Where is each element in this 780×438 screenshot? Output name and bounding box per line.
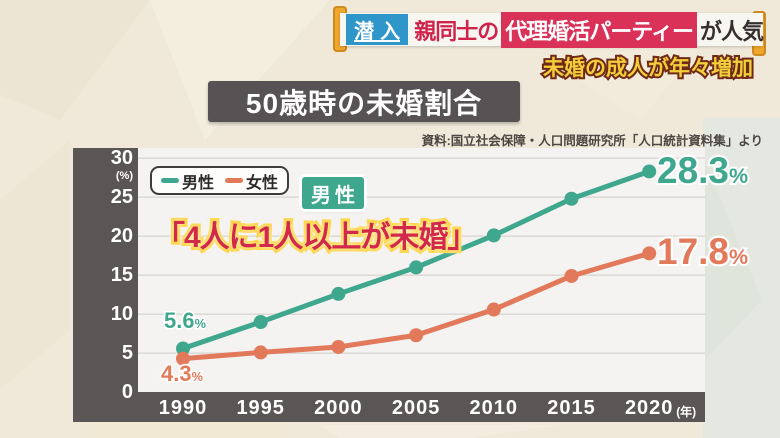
- x-tick-label: 1995: [236, 397, 285, 419]
- y-tick-label: 20: [110, 225, 133, 248]
- x-tick-label: 2020 (年): [624, 397, 697, 419]
- data-point-male: [642, 164, 657, 179]
- legend-dash-male: [161, 178, 179, 183]
- y-tick-label: 30: [110, 147, 133, 170]
- headline-suffix: が人気: [699, 18, 764, 44]
- data-point-female: [253, 345, 268, 360]
- series-line-male: [180, 168, 652, 352]
- x-axis-unit: (年): [676, 405, 697, 419]
- y-axis-band: [73, 148, 138, 422]
- x-tick-label: 2000: [314, 397, 363, 419]
- female-1990-value-label: 4.3%: [160, 360, 205, 388]
- data-point-male: [564, 191, 579, 206]
- x-tick-label: 1990: [158, 397, 208, 419]
- callout-quote: 「4人に1人以上が未婚」: [152, 218, 480, 257]
- percent-sign: %: [727, 243, 750, 271]
- data-point-male: [486, 228, 501, 243]
- data-point-female: [564, 268, 579, 283]
- female-2020-value-label: 17.8%: [655, 229, 750, 274]
- legend-item-male: 男性: [161, 169, 214, 193]
- male-series-badge: 男性: [302, 177, 364, 209]
- male-1990-value-label: 5.6%: [163, 307, 208, 335]
- x-axis-band: [73, 392, 705, 422]
- data-point-female: [486, 302, 501, 317]
- y-tick-label: 5: [121, 342, 133, 365]
- headline-highlight: 代理婚活パーティー: [501, 11, 697, 48]
- data-point-male: [176, 341, 190, 356]
- headline-prefix: 親同士の: [414, 18, 499, 44]
- data-point-male: [331, 286, 346, 301]
- chart-legend: 男性 女性: [150, 166, 290, 195]
- sennyu-tag-label: 潜入: [354, 21, 407, 43]
- data-point-male: [409, 260, 424, 275]
- y-tick-label: 0: [121, 381, 133, 404]
- data-point-female: [176, 351, 190, 366]
- subtitle-ticker: 未婚の成人が年々増加: [541, 55, 755, 82]
- percent-sign: %: [727, 162, 750, 190]
- data-source-credit: 資料:国立社会保障・人口問題研究所「人口統計資料集」より: [421, 134, 763, 148]
- chart-title: 50歳時の未婚割合: [208, 81, 520, 122]
- y-tick-label: 15: [110, 264, 133, 287]
- sennyu-tag: 潜入: [346, 14, 409, 45]
- x-tick-label: 2010: [469, 397, 519, 419]
- line-chart: 30 25 20 15 10 5 0 (%) 1990 1995 2000 2005 2010 2015…: [73, 147, 705, 422]
- percent-sign: %: [190, 368, 204, 386]
- headline-banner: 潜入 親同士の 代理婚活パーティー が人気: [340, 11, 764, 48]
- legend-label-male: 男性: [182, 174, 215, 192]
- data-point-female: [331, 339, 346, 354]
- legend-label-female: 女性: [246, 174, 279, 192]
- legend-item-female: 女性: [225, 169, 278, 193]
- data-point-female: [642, 246, 657, 261]
- y-axis-unit: (%): [115, 170, 133, 183]
- x-tick-label: 2005: [391, 397, 441, 419]
- y-tick-label: 10: [110, 303, 133, 326]
- x-tick-label: 2015: [547, 397, 596, 419]
- male-2020-value-label: 28.3%: [655, 148, 750, 193]
- legend-dash-female: [225, 178, 244, 183]
- y-tick-label: 25: [110, 186, 133, 209]
- plot-svg: [138, 157, 705, 366]
- headline-text: 親同士の 代理婚活パーティー が人気: [414, 11, 764, 48]
- percent-sign: %: [193, 315, 207, 333]
- tag-underline: [354, 40, 401, 42]
- data-point-female: [409, 328, 424, 343]
- data-point-male: [253, 315, 268, 329]
